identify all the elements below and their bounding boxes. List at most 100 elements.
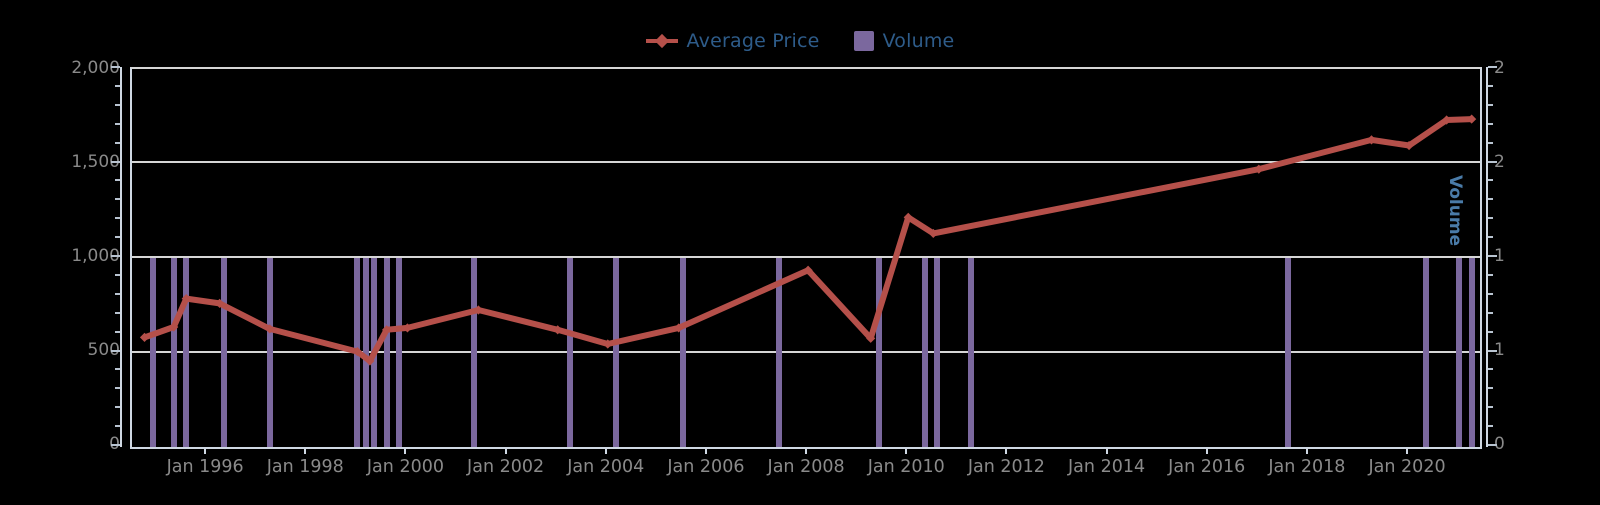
right-tick-label-lower-mid: 1 [1494, 340, 1505, 360]
axis-minor-tick [1488, 368, 1493, 371]
volume-bar [1285, 258, 1292, 447]
x-axis-label: Jan 1996 [166, 457, 244, 477]
x-axis-tick [1005, 447, 1008, 454]
left-axis-spine [120, 67, 122, 447]
axis-minor-tick [1488, 292, 1493, 295]
x-axis-tick [805, 447, 808, 454]
x-axis-tick [304, 447, 307, 454]
x-axis-tick [1406, 447, 1409, 454]
axis-major-tick [1488, 160, 1497, 163]
price-data-point [402, 323, 413, 333]
volume-bar [362, 258, 369, 447]
axis-major-tick [1488, 255, 1497, 257]
axis-minor-tick [115, 122, 120, 125]
axis-major-tick [1488, 444, 1497, 446]
x-axis-label: Jan 2008 [767, 457, 845, 477]
right-tick-label-top: 2 [1494, 58, 1505, 78]
x-axis-tick [905, 447, 908, 454]
price-data-point [553, 325, 563, 335]
volume-bar [567, 258, 574, 447]
axis-minor-tick [115, 103, 120, 106]
average-price-line-layer [132, 69, 1480, 447]
axis-minor-tick [1488, 122, 1493, 125]
axis-minor-tick [115, 330, 120, 333]
price-data-point [928, 228, 938, 239]
volume-bar [775, 258, 782, 447]
price-data-point [139, 332, 150, 342]
axis-minor-tick [115, 311, 120, 314]
price-data-point [903, 212, 913, 222]
volume-bar [1468, 258, 1475, 447]
volume-bar [876, 258, 883, 447]
x-axis-label: Jan 2014 [1068, 457, 1146, 477]
price-data-point [1254, 164, 1264, 174]
volume-bar [613, 258, 620, 447]
axis-minor-tick [115, 198, 120, 201]
x-axis-label: Jan 2006 [667, 457, 745, 477]
x-axis-tick [504, 447, 507, 454]
legend-item-average-price[interactable]: Average Price [645, 30, 820, 52]
axis-minor-tick [115, 406, 120, 409]
volume-bar [679, 258, 686, 447]
price-data-point [1404, 140, 1414, 151]
axis-minor-tick [115, 273, 120, 276]
volume-bar [967, 258, 974, 447]
x-axis-label: Jan 2012 [967, 457, 1045, 477]
x-axis-label: Jan 2004 [567, 457, 645, 477]
axis-major-tick [111, 349, 120, 352]
axis-minor-tick [1488, 217, 1493, 220]
axis-minor-tick [115, 425, 120, 428]
axis-major-tick [111, 255, 120, 257]
price-data-point [1467, 114, 1477, 124]
left-tick-label-500: 500 [87, 340, 120, 360]
volume-bars-layer [132, 69, 1480, 447]
axis-minor-tick [1488, 179, 1493, 182]
square-swatch-icon [853, 31, 874, 51]
x-axis-label: Jan 1998 [266, 457, 344, 477]
axis-minor-tick [1488, 387, 1493, 390]
volume-bar [1422, 258, 1429, 447]
legend-label-volume: Volume [882, 30, 955, 52]
volume-bar [383, 258, 390, 447]
gridline-1500 [132, 161, 1480, 163]
volume-bar [934, 258, 941, 447]
axis-major-tick [111, 444, 120, 446]
gridline-1000 [132, 256, 1480, 258]
price-data-point [1442, 115, 1452, 125]
x-axis-tick [604, 447, 607, 454]
volume-bar [170, 258, 177, 447]
x-axis-label: Jan 2002 [467, 457, 545, 477]
legend-item-volume[interactable]: Volume [853, 30, 955, 52]
gridline-500 [132, 351, 1480, 353]
volume-bar [266, 258, 273, 447]
left-tick-label-1000: 1,000 [71, 246, 120, 266]
volume-bar [471, 258, 478, 447]
axis-minor-tick [115, 292, 120, 295]
x-axis-label: Jan 2000 [366, 457, 444, 477]
axis-minor-tick [1488, 406, 1493, 409]
axis-minor-tick [115, 217, 120, 220]
axis-minor-tick [1488, 330, 1493, 333]
x-axis-tick [204, 447, 207, 454]
chart-legend: Average Price Volume [0, 24, 1600, 58]
price-data-point [603, 339, 613, 349]
axis-minor-tick [1488, 236, 1493, 239]
axis-minor-tick [115, 84, 120, 87]
x-axis-label: Jan 2016 [1168, 457, 1246, 477]
left-tick-label-0: 0 [24, 434, 120, 454]
axis-minor-tick [1488, 311, 1493, 314]
price-data-point [265, 324, 275, 334]
axis-minor-tick [115, 387, 120, 390]
axis-minor-tick [115, 179, 120, 182]
volume-bar [921, 258, 928, 447]
x-axis-tick [1205, 447, 1208, 454]
plot-area [130, 67, 1482, 449]
price-data-point [866, 333, 876, 343]
axis-minor-tick [1488, 141, 1493, 144]
x-axis-label: Jan 2018 [1268, 457, 1346, 477]
axis-minor-tick [115, 141, 120, 144]
x-axis-tick [1105, 447, 1108, 454]
axis-major-tick [111, 160, 120, 163]
axis-minor-tick [1488, 425, 1493, 428]
